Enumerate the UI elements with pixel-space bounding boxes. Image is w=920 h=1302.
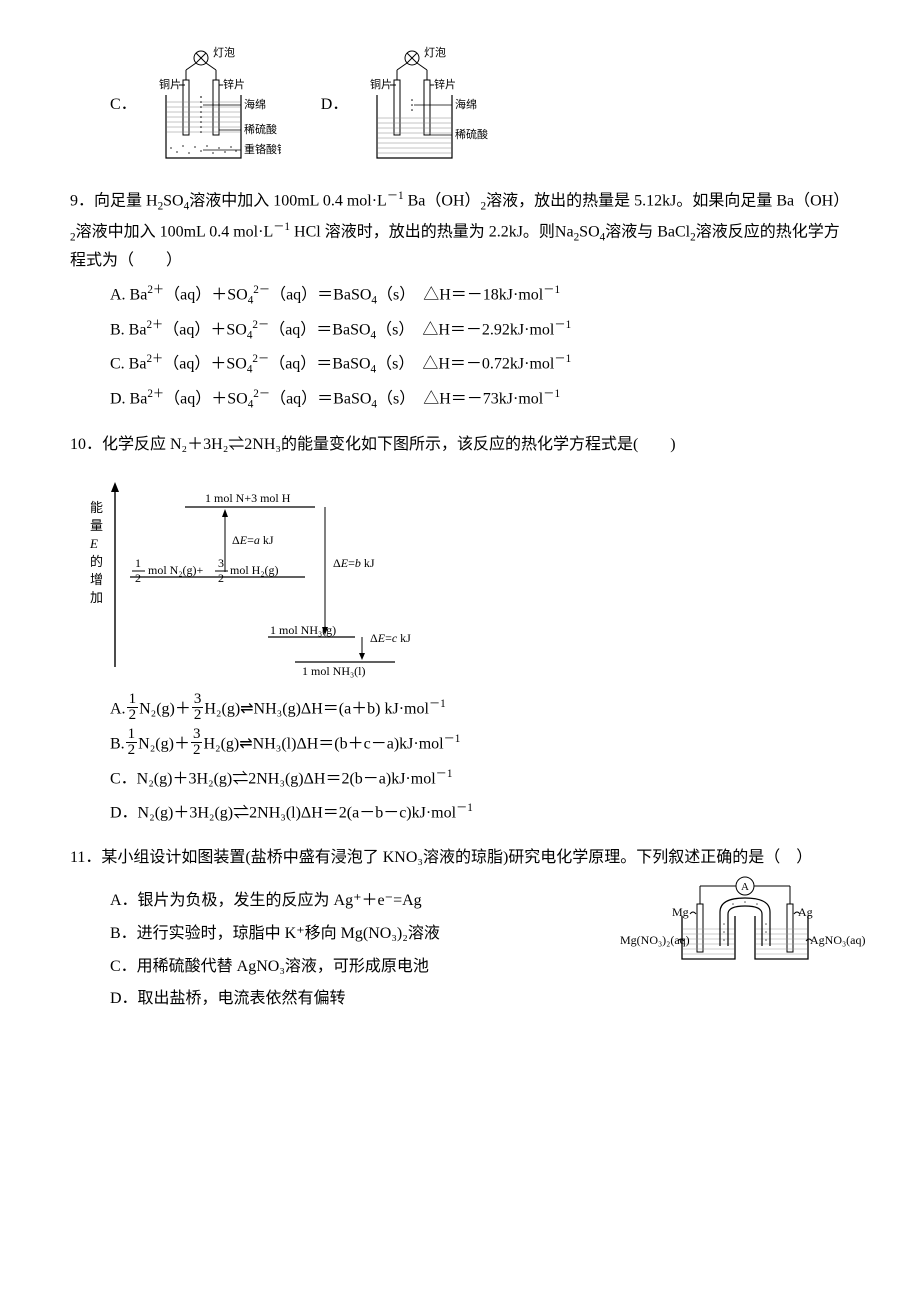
meter-label: A <box>741 881 749 893</box>
svg-text:ΔE=b kJ: ΔE=b kJ <box>333 556 375 570</box>
opt-label: D． <box>321 91 349 120</box>
cell-diagram-c: 灯泡 铜片 锌片 <box>141 40 281 170</box>
svg-text:稀硫酸: 稀硫酸 <box>455 127 488 141</box>
question-8-options: C． 灯泡 铜片 锌片 <box>70 40 850 170</box>
svg-text:加: 加 <box>90 590 103 605</box>
q9-opt-a: A. Ba2＋（aq）＋SO42－（aq）＝BaSO4（s） △H＝－18kJ·… <box>110 280 850 311</box>
q11-stem: 11．某小组设计如图装置(盐桥中盛有浸泡了 KNO₃溶液的琼脂)研究电化学原理。… <box>70 844 850 873</box>
q10-opt-d: D．N₂(g)＋3H₂(g)⇌2NH₃(l)ΔH＝2(a－b－c)kJ·mol－… <box>110 798 850 828</box>
q10-opt-c: C．N₂(g)＋3H₂(g)⇌2NH₃(g)ΔH＝2(b－a)kJ·mol－1 <box>110 764 850 794</box>
q9-stem: 9．向足量 H <box>70 192 158 209</box>
energy-diagram: 能 量 E 的 增 加 1 mol N+3 mol H 1 2 mol N₂(g… <box>70 472 450 682</box>
svg-text:的: 的 <box>90 554 103 569</box>
svg-text:1: 1 <box>135 556 141 570</box>
svg-text:mol H₂(g): mol H₂(g) <box>230 563 279 577</box>
svg-text:增: 增 <box>90 572 103 587</box>
svg-text:3: 3 <box>218 556 224 570</box>
svg-text:ΔE=c kJ: ΔE=c kJ <box>370 631 411 645</box>
svg-text:1 mol N+3 mol H: 1 mol N+3 mol H <box>205 491 291 505</box>
cell-diagram-d: 灯泡 铜片 锌片 <box>352 40 492 170</box>
svg-text:E: E <box>89 536 98 551</box>
acid-label: 稀硫酸 <box>244 122 277 136</box>
ag-label: Ag <box>798 905 813 919</box>
question-11: 11．某小组设计如图装置(盐桥中盛有浸泡了 KNO₃溶液的琼脂)研究电化学原理。… <box>70 844 850 1014</box>
q10-opt-a: A.12N₂(g)＋32H₂(g)⇌NH₃(g)ΔH＝(a＋b) kJ·mol－… <box>110 694 850 725</box>
copper-label: 铜片 <box>159 77 181 91</box>
q9-opt-c: C. Ba2＋（aq）＋SO42－（aq）＝BaSO4（s） △H＝－0.72k… <box>110 349 850 380</box>
svg-text:铜片: 铜片 <box>370 77 392 91</box>
question-9: 9．向足量 H2SO4溶液中加入 100mL 0.4 mol·L－1 Ba（OH… <box>70 186 850 415</box>
svg-text:ΔE=a kJ: ΔE=a kJ <box>232 533 274 547</box>
svg-text:2: 2 <box>218 571 224 585</box>
svg-text:海绵: 海绵 <box>455 97 477 111</box>
svg-text:1 mol NH₃(g): 1 mol NH₃(g) <box>270 623 336 637</box>
q8-option-row: C． 灯泡 铜片 锌片 <box>110 40 850 170</box>
right-solution: AgNO₃(aq) <box>810 933 866 947</box>
q8-option-c: C． 灯泡 铜片 锌片 <box>110 40 281 170</box>
dichromate-label: 重铬酸钾 <box>244 142 281 156</box>
opt-label: C． <box>110 91 137 120</box>
q8-option-d: D． 灯泡 铜片 锌片 <box>321 40 493 170</box>
bulb-label: 灯泡 <box>213 45 235 59</box>
q9-opt-b: B. Ba2＋（aq）＋SO42－（aq）＝BaSO4（s） △H＝－2.92k… <box>110 315 850 346</box>
svg-text:mol N₂(g)+: mol N₂(g)+ <box>148 563 204 577</box>
svg-text:量: 量 <box>90 518 103 533</box>
q10-stem: 10．化学反应 N₂＋3H₂⇌2NH₃的能量变化如下图所示，该反应的热化学方程式… <box>70 431 850 460</box>
zinc-label: 锌片 <box>223 77 245 91</box>
svg-text:灯泡: 灯泡 <box>424 45 446 59</box>
question-10: 10．化学反应 N₂＋3H₂⇌2NH₃的能量变化如下图所示，该反应的热化学方程式… <box>70 431 850 828</box>
sponge-label: 海绵 <box>244 97 266 111</box>
svg-text:锌片: 锌片 <box>434 77 456 91</box>
svg-text:1 mol NH₃(l): 1 mol NH₃(l) <box>302 664 366 678</box>
q9-opt-d: D. Ba2＋（aq）＋SO42－（aq）＝BaSO4（s） △H＝－73kJ·… <box>110 384 850 415</box>
mg-label: Mg <box>672 905 689 919</box>
svg-text:2: 2 <box>135 571 141 585</box>
q10-opt-b: B.12N₂(g)＋32H₂(g)⇌NH₃(l)ΔH＝(b＋c－a)kJ·mol… <box>110 729 850 760</box>
q11-opt-d: D．取出盐桥，电流表依然有偏转 <box>110 985 850 1014</box>
electrochemistry-diagram: A Mg Ag Mg <box>620 874 870 984</box>
svg-text:能: 能 <box>90 500 103 515</box>
